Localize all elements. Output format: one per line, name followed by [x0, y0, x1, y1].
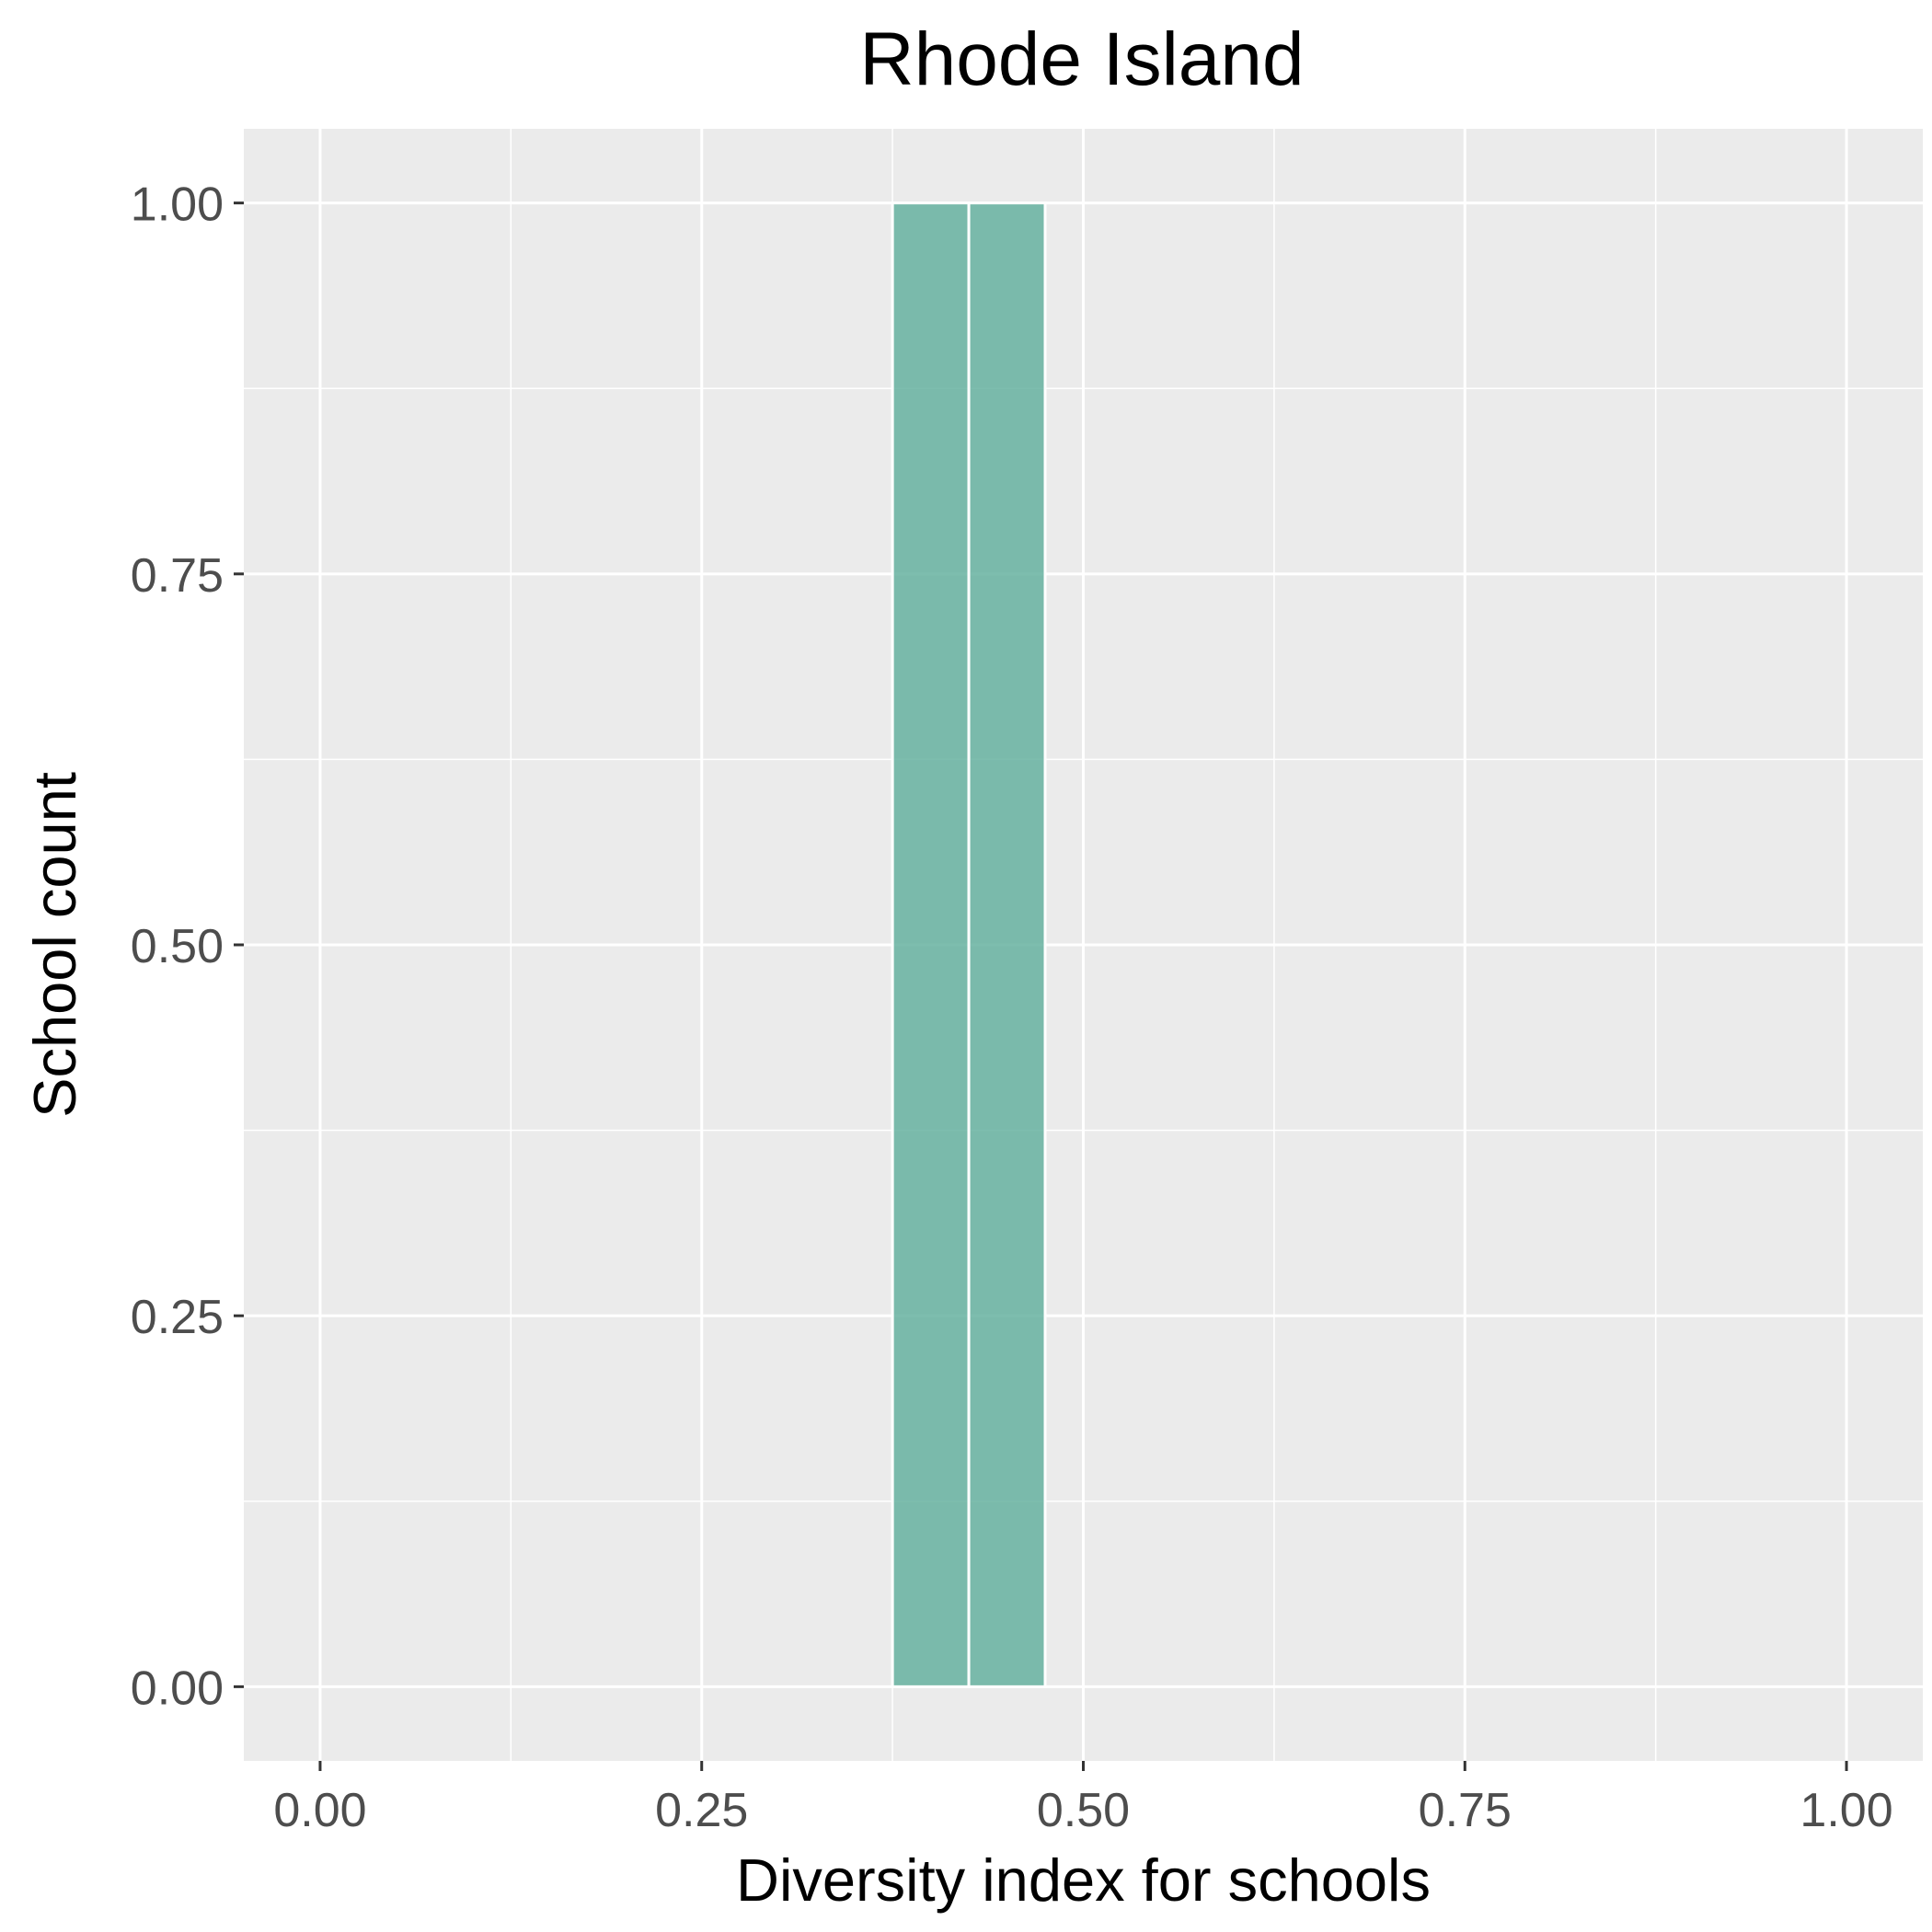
- y-tick-label: 0.75: [131, 549, 224, 603]
- histogram-bar: [967, 201, 1047, 1688]
- x-axis: 0.00 0.25 0.50 0.75 1.00: [273, 1761, 1893, 1837]
- x-tick-label: 1.00: [1800, 1784, 1892, 1837]
- y-tick-label: 1.00: [131, 178, 224, 232]
- y-tick-label: 0.00: [131, 1662, 224, 1715]
- histogram-bars: [891, 201, 1047, 1688]
- y-axis: 0.00 0.25 0.50 0.75 1.00: [131, 178, 244, 1715]
- x-axis-title: Diversity index for schools: [736, 1846, 1431, 1914]
- chart-title: Rhode Island: [859, 17, 1304, 101]
- y-axis-title: School count: [21, 772, 88, 1118]
- x-tick-label: 0.00: [273, 1784, 366, 1837]
- y-tick-label: 0.25: [131, 1291, 224, 1344]
- x-tick-label: 0.50: [1037, 1784, 1130, 1837]
- x-tick-label: 0.75: [1419, 1784, 1512, 1837]
- y-tick-label: 0.50: [131, 920, 224, 973]
- major-gridlines: [244, 129, 1923, 1761]
- histogram-bar: [891, 201, 971, 1688]
- x-tick-label: 0.25: [655, 1784, 748, 1837]
